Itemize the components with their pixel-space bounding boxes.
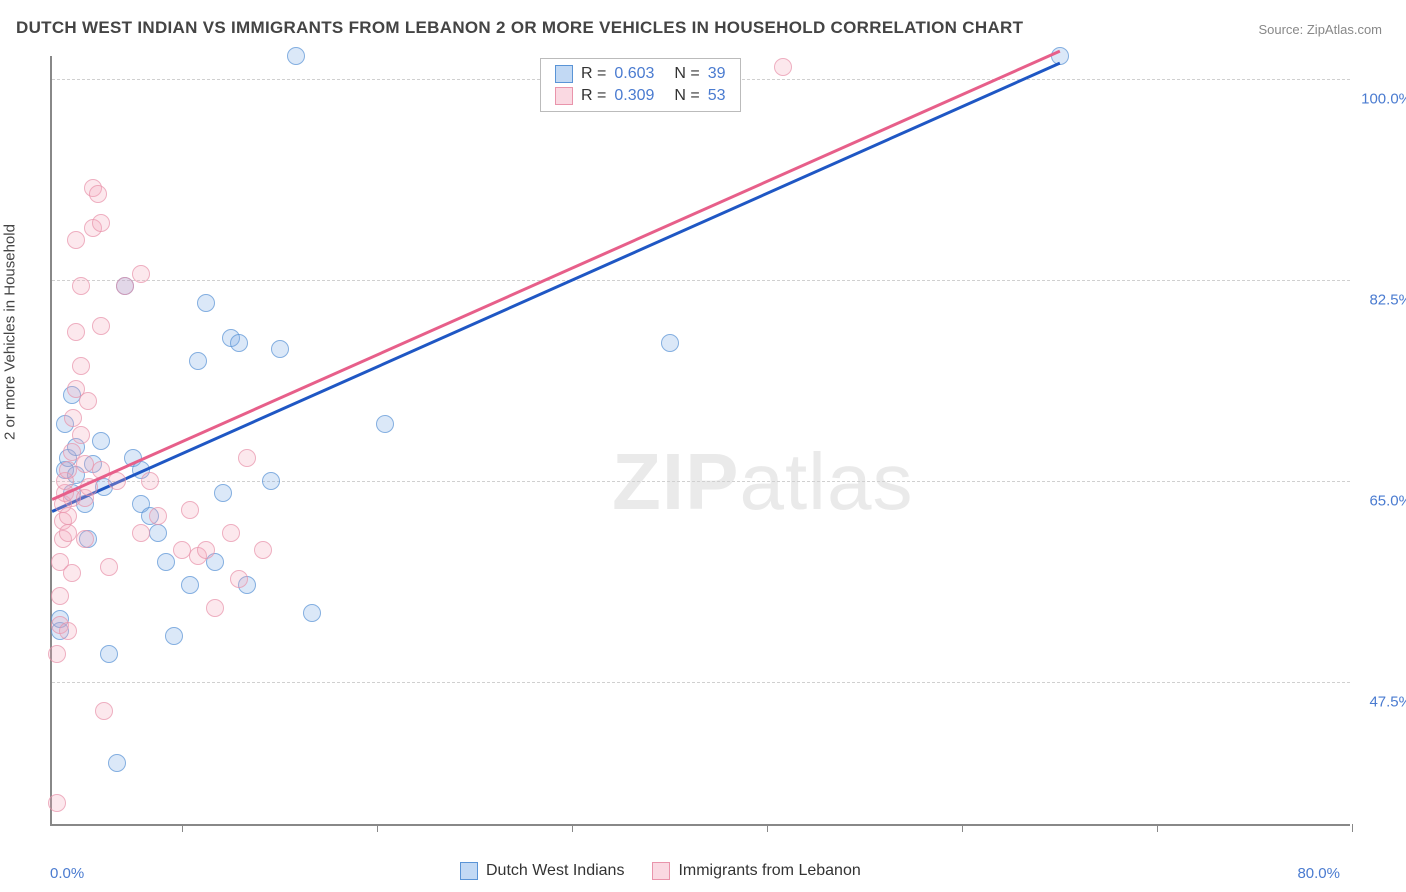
data-point xyxy=(64,409,82,427)
swatch-icon xyxy=(555,65,573,83)
data-point xyxy=(149,507,167,525)
x-tick xyxy=(377,824,378,832)
data-point xyxy=(92,432,110,450)
legend-label: Immigrants from Lebanon xyxy=(678,862,860,880)
data-point xyxy=(59,622,77,640)
legend-row-pink: R = 0.309 N = 53 xyxy=(541,85,740,107)
n-label: N = xyxy=(674,87,699,105)
n-value: 39 xyxy=(708,65,726,83)
r-label: R = xyxy=(581,87,606,105)
swatch-icon xyxy=(652,862,670,880)
data-point xyxy=(108,754,126,772)
data-point xyxy=(76,530,94,548)
data-point xyxy=(48,794,66,812)
data-point xyxy=(108,472,126,490)
data-point xyxy=(254,541,272,559)
y-tick-label: 82.5% xyxy=(1369,292,1406,309)
data-point xyxy=(206,599,224,617)
swatch-icon xyxy=(555,87,573,105)
data-point xyxy=(51,587,69,605)
gridline xyxy=(52,481,1350,482)
data-point xyxy=(100,645,118,663)
data-point xyxy=(67,231,85,249)
data-point xyxy=(181,501,199,519)
data-point xyxy=(72,357,90,375)
legend-item: Dutch West Indians xyxy=(460,862,624,880)
stats-legend: R = 0.603 N = 39 R = 0.309 N = 53 xyxy=(540,58,741,112)
r-value: 0.309 xyxy=(614,87,654,105)
trend-line xyxy=(51,62,1060,512)
data-point xyxy=(48,645,66,663)
data-point xyxy=(89,185,107,203)
r-label: R = xyxy=(581,65,606,83)
data-point xyxy=(116,277,134,295)
data-point xyxy=(79,392,97,410)
x-tick xyxy=(572,824,573,832)
x-tick xyxy=(962,824,963,832)
data-point xyxy=(92,317,110,335)
data-point xyxy=(303,604,321,622)
x-tick xyxy=(1157,824,1158,832)
data-point xyxy=(63,564,81,582)
data-point xyxy=(230,570,248,588)
legend-label: Dutch West Indians xyxy=(486,862,624,880)
x-tick xyxy=(1352,824,1353,832)
gridline xyxy=(52,682,1350,683)
trend-line xyxy=(51,50,1060,500)
source-label: Source: ZipAtlas.com xyxy=(1258,22,1382,37)
data-point xyxy=(271,340,289,358)
legend-row-blue: R = 0.603 N = 39 xyxy=(541,63,740,85)
data-point xyxy=(774,58,792,76)
scatter-plot: ZIPatlas 100.0%82.5%65.0%47.5% xyxy=(50,56,1350,826)
x-tick xyxy=(767,824,768,832)
x-tick xyxy=(182,824,183,832)
data-point xyxy=(230,334,248,352)
data-point xyxy=(149,524,167,542)
swatch-icon xyxy=(460,862,478,880)
data-point xyxy=(197,541,215,559)
data-point xyxy=(189,352,207,370)
data-point xyxy=(661,334,679,352)
data-point xyxy=(72,426,90,444)
x-axis-max-label: 80.0% xyxy=(1297,865,1340,882)
data-point xyxy=(287,47,305,65)
data-point xyxy=(157,553,175,571)
y-tick-label: 100.0% xyxy=(1361,90,1406,107)
n-value: 53 xyxy=(708,87,726,105)
data-point xyxy=(197,294,215,312)
data-point xyxy=(222,524,240,542)
y-tick-label: 47.5% xyxy=(1369,694,1406,711)
chart-title: DUTCH WEST INDIAN VS IMMIGRANTS FROM LEB… xyxy=(16,18,1023,38)
n-label: N = xyxy=(674,65,699,83)
data-point xyxy=(376,415,394,433)
data-point xyxy=(100,558,118,576)
r-value: 0.603 xyxy=(614,65,654,83)
legend-item: Immigrants from Lebanon xyxy=(652,862,860,880)
data-point xyxy=(141,472,159,490)
data-point xyxy=(72,277,90,295)
gridline xyxy=(52,280,1350,281)
y-axis-label: 2 or more Vehicles in Household xyxy=(2,224,19,440)
series-legend: Dutch West Indians Immigrants from Leban… xyxy=(460,862,861,880)
data-point xyxy=(238,449,256,467)
data-point xyxy=(214,484,232,502)
data-point xyxy=(132,524,150,542)
data-point xyxy=(92,214,110,232)
data-point xyxy=(165,627,183,645)
data-point xyxy=(67,323,85,341)
data-point xyxy=(95,702,113,720)
data-point xyxy=(59,507,77,525)
x-axis-min-label: 0.0% xyxy=(50,865,84,882)
data-point xyxy=(181,576,199,594)
data-point xyxy=(262,472,280,490)
data-point xyxy=(132,265,150,283)
y-tick-label: 65.0% xyxy=(1369,493,1406,510)
